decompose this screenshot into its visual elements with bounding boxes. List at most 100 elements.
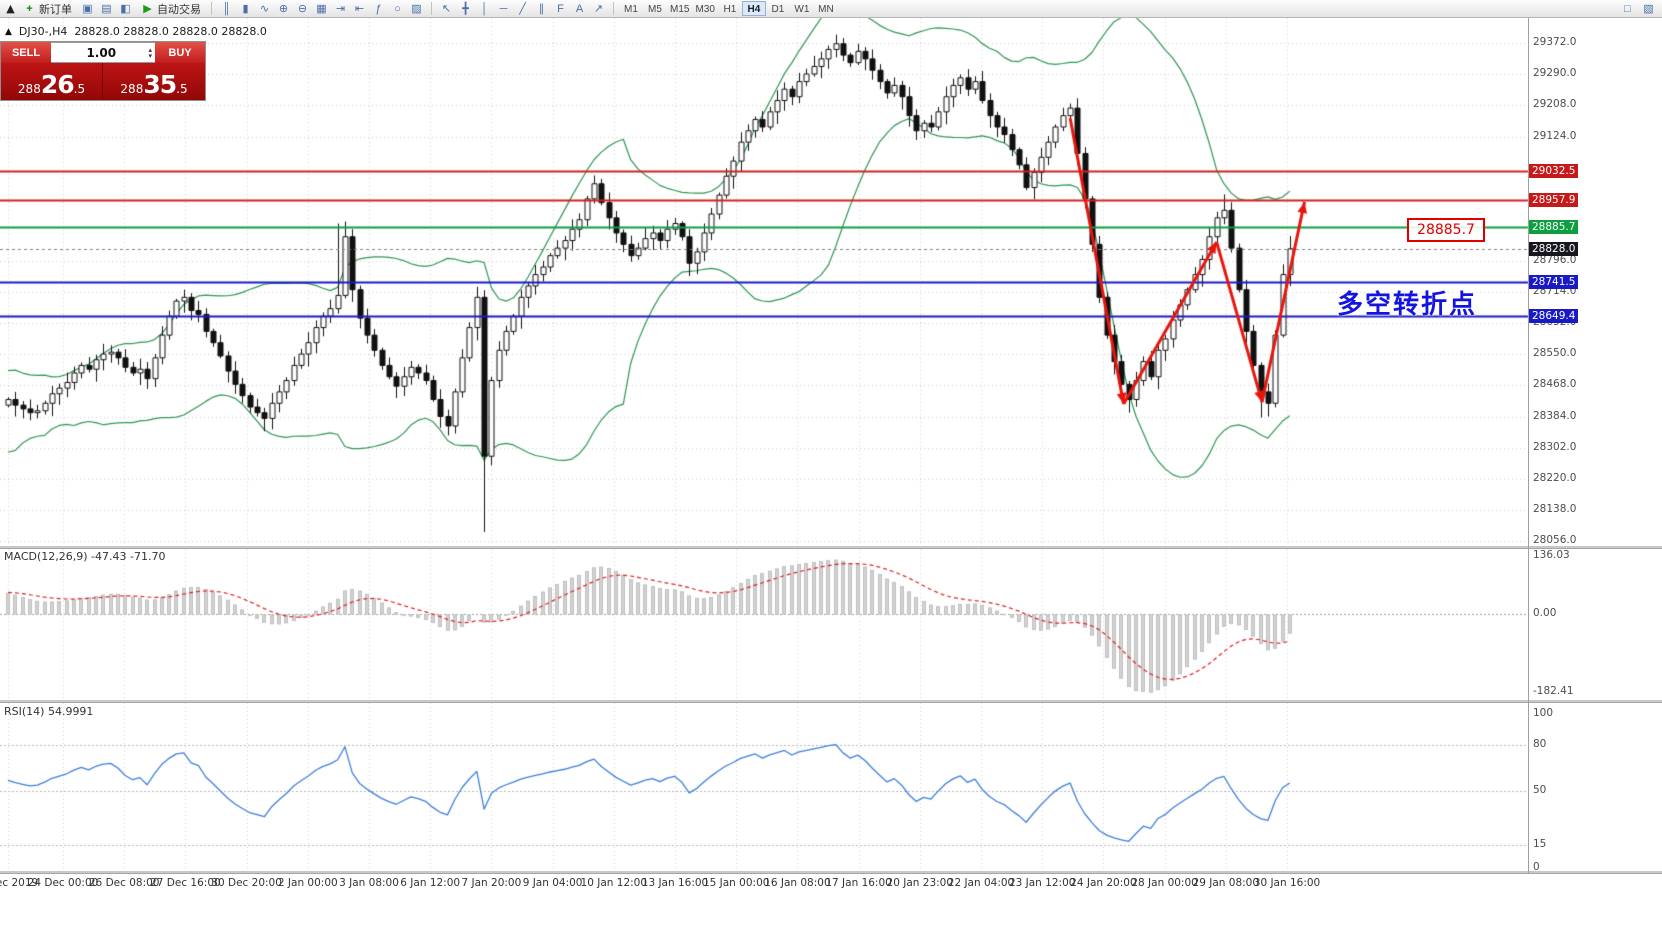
volume-spinner[interactable]: ▴ ▾ [148, 45, 152, 60]
price-tag-28828.0: 28828.0 [1529, 241, 1579, 256]
buy-button[interactable]: BUY [155, 42, 205, 63]
timeframe-group: M1 M5 M15 M30 H1 H4 D1 W1 MN [619, 1, 838, 16]
horizontal-line-button[interactable]: ─ [494, 1, 513, 17]
sell-price-display[interactable]: 288 26.5 [1, 63, 103, 100]
window-icon-group: ▣ ▤ ◧ [78, 1, 135, 17]
auto-scroll-button[interactable]: ⇥ [331, 1, 350, 17]
tile-windows-icon: ▦ [316, 2, 327, 15]
sell-price-pips: 26 [40, 70, 75, 99]
sell-price-prefix: 288 [17, 82, 41, 96]
arrow-button[interactable]: ↗ [589, 1, 608, 17]
price-tag-28649.4: 28649.4 [1529, 309, 1579, 324]
price-tag-28957.9: 28957.9 [1529, 192, 1579, 207]
panel-separator[interactable] [0, 871, 1662, 874]
text-button[interactable]: A [570, 1, 589, 17]
candlestick-chart-icon: ▮ [242, 2, 249, 15]
timeframe-h4[interactable]: H4 [741, 1, 766, 16]
vertical-line-button[interactable]: │ [475, 1, 494, 17]
panel-separator[interactable] [0, 700, 1662, 703]
charts-grid-icon: ▣ [82, 2, 93, 15]
crosshair-button[interactable]: ╋ [456, 1, 475, 17]
profiles-button[interactable]: ▤ [97, 1, 116, 17]
trendline-button[interactable]: ╱ [513, 1, 532, 17]
drawing-tools-group: ↖ ╋ │ ─ ╱ ∥ F A ↗ [437, 1, 608, 17]
templates-button[interactable]: ▨ [407, 1, 426, 17]
chart-shift-button[interactable]: ⇤ [350, 1, 369, 17]
vertical-line-icon: │ [481, 2, 488, 15]
period-button[interactable]: ○ [388, 1, 407, 17]
auto-scroll-icon: ⇥ [335, 2, 346, 15]
indicators-icon: ƒ [375, 2, 382, 15]
buy-price-pips: 35 [143, 70, 177, 99]
templates-icon: ▨ [411, 2, 422, 15]
tile-windows-button[interactable]: ▦ [312, 1, 331, 17]
fibonacci-button[interactable]: F [551, 1, 570, 17]
buy-price-display[interactable]: 288 35.5 [103, 63, 205, 100]
trendline-icon: ╱ [519, 2, 526, 15]
toolbar-separator [431, 2, 432, 15]
line-chart-icon: ∿ [259, 2, 270, 15]
zoom-in-icon: ⊕ [278, 2, 289, 15]
timeframe-m15[interactable]: M15 [667, 1, 692, 16]
timeframe-m30[interactable]: M30 [692, 1, 717, 16]
timeframe-mn[interactable]: MN [814, 1, 838, 16]
symbol-period-label: DJ30-,H4 [18, 25, 68, 38]
toolbar: ▲ + 新订单 ▣ ▤ ◧ ▶ 自动交易 ║ ▮ ∿ ⊕ ⊖ ▦ ⇥ ⇤ ƒ ○ ▨ ↖ ╋ │ ─ ╱ ∥ F A ↗… [0, 0, 1662, 18]
ohlc-values: 28828.0 28828.0 28828.0 28828.0 [74, 25, 267, 38]
panel-separator[interactable] [0, 546, 1662, 549]
timeframe-w1[interactable]: W1 [790, 1, 814, 16]
market-watch-button[interactable]: ◧ [116, 1, 135, 17]
bar-chart-icon: ║ [222, 2, 231, 15]
new-order-button[interactable]: + 新订单 [18, 1, 77, 17]
new-chart-icon: □ [1624, 2, 1631, 15]
timeframe-d1[interactable]: D1 [766, 1, 790, 16]
timeframe-m1[interactable]: M1 [619, 1, 643, 16]
sell-button[interactable]: SELL [1, 42, 51, 63]
sell-price-suffix: .5 [73, 82, 86, 96]
market-watch-icon: ◧ [120, 2, 131, 15]
timeframe-h1[interactable]: H1 [718, 1, 742, 16]
channel-icon: ∥ [538, 2, 545, 15]
price-tag-28885.7: 28885.7 [1529, 220, 1579, 235]
auto-trading-icon: ▶ [143, 2, 152, 15]
price-scale-separator[interactable] [1528, 18, 1529, 874]
window-list-button[interactable]: ▧ [1639, 1, 1658, 17]
line-chart-button[interactable]: ∿ [255, 1, 274, 17]
zoom-in-button[interactable]: ⊕ [274, 1, 293, 17]
charts-grid-button[interactable]: ▣ [78, 1, 97, 17]
turning-point-note: 多空转折点 [1337, 290, 1478, 320]
auto-trading-button[interactable]: ▶ 自动交易 [136, 1, 206, 17]
one-click-trading-panel: SELL 1.00 ▴ ▾ BUY 288 26.5 288 35.5 [1, 42, 205, 100]
text-icon: A [575, 2, 584, 15]
horizontal-line-icon: ─ [499, 2, 508, 15]
timeframe-m5[interactable]: M5 [643, 1, 667, 16]
one-click-collapse-icon[interactable]: ▲ [5, 26, 12, 37]
auto-trading-label: 自动交易 [157, 3, 201, 16]
zoom-out-button[interactable]: ⊖ [293, 1, 312, 17]
toolbar-separator [211, 2, 212, 15]
cursor-icon: ↖ [441, 2, 452, 15]
price-annotation-box: 28885.7 [1407, 218, 1485, 242]
chart-shift-icon: ⇤ [354, 2, 365, 15]
macd-indicator-label: MACD(12,26,9) -47.43 -71.70 [4, 550, 166, 563]
toolbar-separator [613, 2, 614, 15]
buy-price-prefix: 288 [120, 82, 144, 96]
chart-tools-group: ║ ▮ ∿ ⊕ ⊖ ▦ ⇥ ⇤ ƒ ○ ▨ [217, 1, 426, 17]
cursor-button[interactable]: ↖ [437, 1, 456, 17]
channel-button[interactable]: ∥ [532, 1, 551, 17]
zoom-out-icon: ⊖ [297, 2, 308, 15]
bar-chart-button[interactable]: ║ [217, 1, 236, 17]
chart-title: ▲ DJ30-,H4 28828.0 28828.0 28828.0 28828… [5, 25, 267, 38]
candlestick-chart-button[interactable]: ▮ [236, 1, 255, 17]
price-tag-29032.5: 29032.5 [1529, 164, 1579, 179]
volume-field[interactable]: 1.00 ▴ ▾ [51, 42, 155, 63]
window-list-icon: ▧ [1643, 2, 1654, 15]
crosshair-icon: ╋ [462, 2, 469, 15]
new-chart-button[interactable]: □ [1618, 1, 1637, 17]
indicators-button[interactable]: ƒ [369, 1, 388, 17]
volume-up-icon[interactable]: ▴ [148, 45, 152, 54]
volume-value: 1.00 [86, 45, 117, 60]
volume-down-icon[interactable]: ▾ [148, 51, 152, 60]
new-order-label: 新订单 [39, 3, 72, 16]
